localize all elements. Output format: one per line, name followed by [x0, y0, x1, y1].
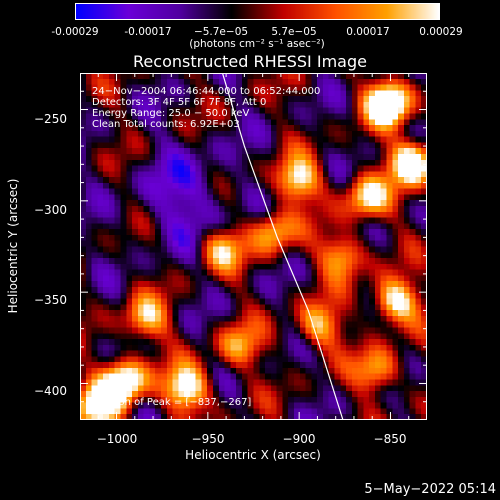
heatmap-image	[80, 73, 427, 420]
x-tick-label: −900	[282, 432, 316, 446]
colorbar-tick-label: 5.7e−05	[271, 26, 317, 38]
annotation-clean-counts: Clean Total counts: 6.92E+03	[92, 119, 240, 130]
y-tick-label: −300	[34, 203, 67, 217]
y-tick-label: −350	[34, 293, 67, 307]
annotation-detectors: Detectors: 3F 4F 5F 6F 7F 8F, Att 0	[92, 97, 267, 108]
y-tick-label: −250	[34, 112, 67, 126]
y-axis-label: Heliocentric Y (arcsec)	[6, 178, 20, 314]
solar-limb-curve	[221, 73, 344, 420]
colorbar	[75, 3, 440, 20]
colorbar-tick-label: 0.00029	[419, 26, 463, 38]
colorbar-tick-label: -0.00029	[51, 26, 99, 38]
colorbar-tick-label: -0.00017	[124, 26, 172, 38]
colorbar-unit-label: (photons cm⁻² s⁻¹ asec⁻²)	[189, 38, 325, 50]
x-axis-label: Heliocentric X (arcsec)	[185, 448, 321, 462]
annotation-peak-position: Position of Peak = [−837,−267]	[92, 397, 252, 408]
heatmap-canvas	[80, 73, 427, 420]
x-tick-label: −950	[191, 432, 225, 446]
x-tick-label: −1000	[96, 432, 138, 446]
colorbar-tick-label: 0.00017	[346, 26, 390, 38]
x-tick-label: −850	[373, 432, 407, 446]
chart-title: Reconstructed RHESSI Image	[133, 52, 367, 71]
colorbar-tick-label: −5.7e−05	[193, 26, 249, 38]
footer-datestamp: 5−May−2022 05:14	[364, 482, 496, 497]
y-tick-label: −400	[34, 384, 67, 398]
annotation-time-range: 24−Nov−2004 06:46:44.000 to 06:52:44.000	[92, 86, 321, 97]
annotation-energy-range: Energy Range: 25.0 − 50.0 keV	[92, 108, 250, 119]
